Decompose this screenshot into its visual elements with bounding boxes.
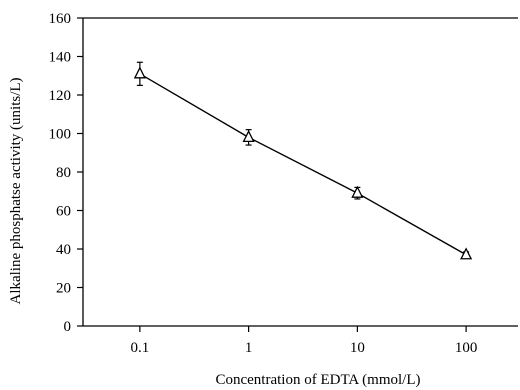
y-tick-label: 120 — [49, 88, 72, 104]
data-point — [460, 247, 473, 260]
y-tick-label: 20 — [56, 281, 71, 297]
x-tick-label: 1 — [245, 340, 253, 356]
plot-frame — [82, 17, 518, 327]
series-line — [139, 73, 467, 256]
data-point — [242, 129, 255, 143]
y-tick-label: 100 — [49, 127, 72, 143]
y-tick-label: 0 — [64, 319, 72, 335]
y-tick-label: 80 — [56, 165, 71, 181]
y-tick-label: 140 — [49, 50, 72, 66]
y-axis: 0 20 40 60 80 100 120 140 160 — [49, 11, 83, 335]
x-axis-title: Concentration of EDTA (mmol/L) — [215, 372, 420, 388]
y-tick-label: 160 — [49, 11, 72, 27]
data-point — [351, 185, 364, 198]
data-point — [133, 66, 146, 79]
y-tick-label: 60 — [56, 204, 71, 220]
y-tick-label: 40 — [56, 242, 71, 258]
series — [133, 61, 473, 260]
x-axis: 0.1 1 10 100 — [130, 326, 477, 356]
y-axis-title: Alkaline phosphatse activity (units/L) — [8, 77, 24, 304]
x-tick-label: 10 — [350, 340, 365, 356]
x-tick-label: 100 — [455, 340, 478, 356]
x-tick-label: 0.1 — [130, 340, 149, 356]
